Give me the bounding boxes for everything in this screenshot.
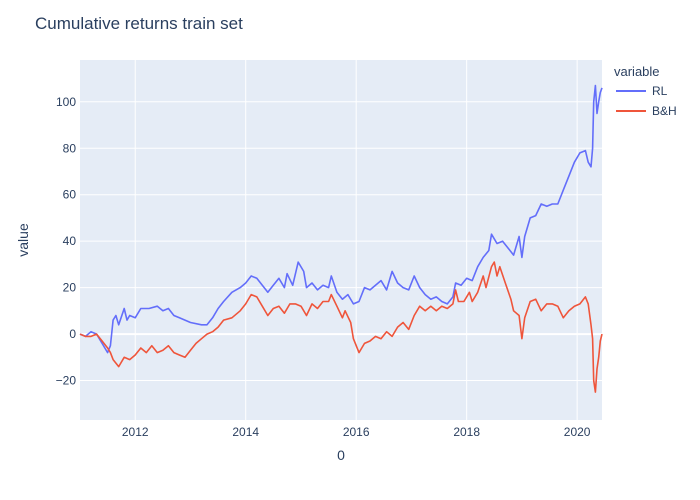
y-tick-label: −20 — [56, 374, 77, 388]
x-tick-label: 2018 — [453, 425, 480, 439]
y-tick-label: 0 — [69, 327, 76, 341]
series-line-bh — [79, 261, 603, 393]
plot-area — [80, 60, 602, 420]
tick-labels: −20 0 20 40 60 80 100 2012 2014 2016 2018 2020 — [56, 95, 591, 439]
x-tick-label: 2012 — [122, 425, 149, 439]
x-tick-label: 2014 — [232, 425, 259, 439]
legend-title: variable — [614, 64, 660, 79]
legend-label-rl: RL — [652, 84, 668, 98]
chart-title: Cumulative returns train set — [35, 14, 243, 33]
y-tick-label: 60 — [63, 188, 77, 202]
x-axis-title: 0 — [337, 447, 345, 463]
y-tick-label: 40 — [63, 234, 77, 248]
legend-item-rl[interactable]: RL — [616, 84, 668, 98]
legend-label-bh: B&H — [652, 104, 677, 118]
x-tick-label: 2020 — [564, 425, 591, 439]
y-axis-title: value — [15, 223, 31, 257]
series-line-rl — [79, 84, 603, 354]
series-layer — [79, 84, 603, 393]
x-tick-label: 2016 — [343, 425, 370, 439]
y-tick-label: 20 — [63, 281, 77, 295]
legend-item-bh[interactable]: B&H — [616, 104, 677, 118]
y-tick-label: 100 — [56, 95, 76, 109]
grid-lines — [80, 60, 602, 420]
y-tick-label: 80 — [63, 141, 77, 155]
legend: variable RL B&H — [614, 64, 677, 118]
